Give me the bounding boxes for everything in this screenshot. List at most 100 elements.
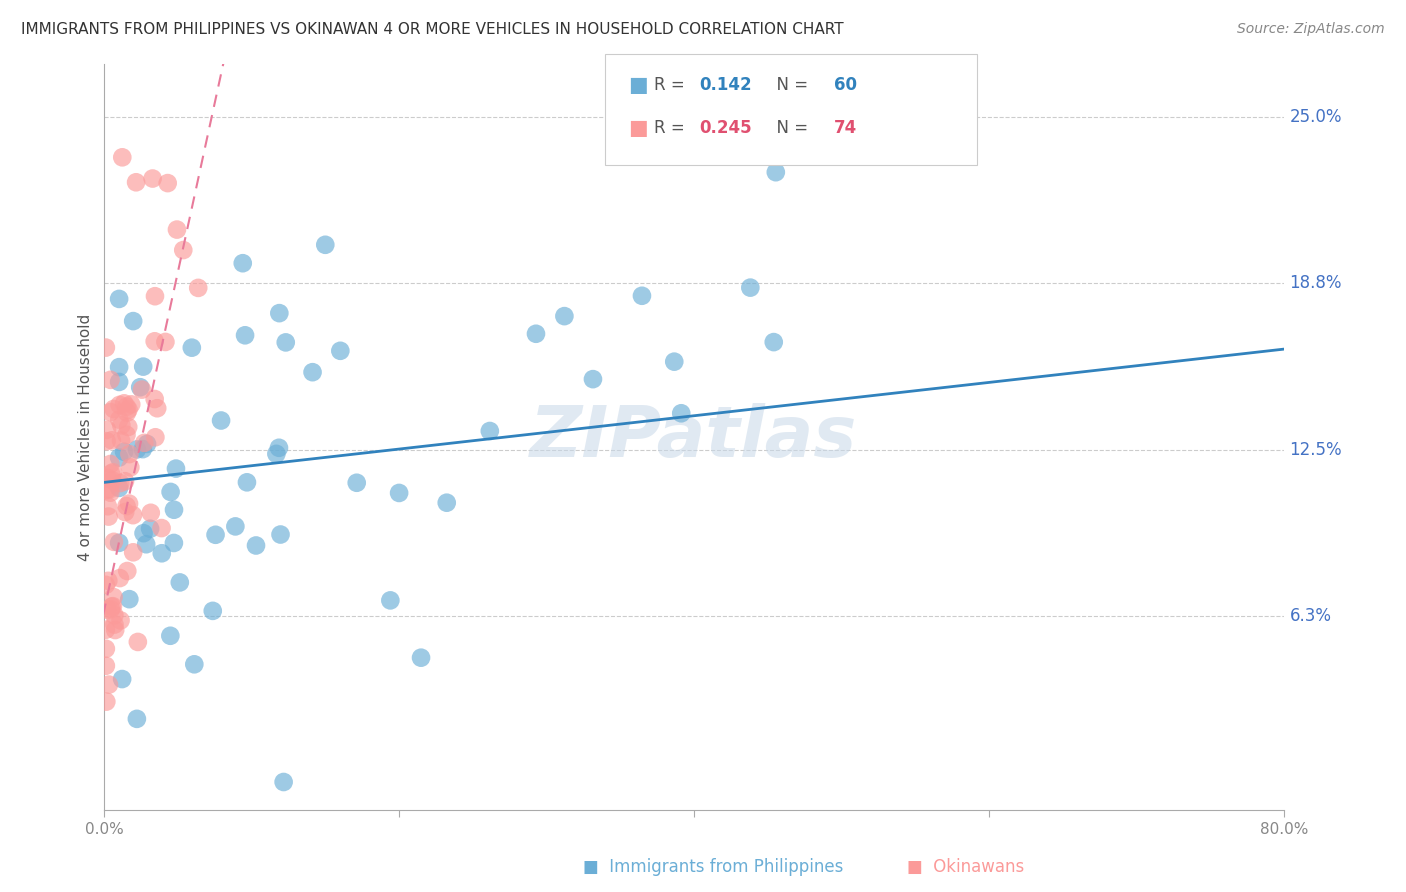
Point xyxy=(269,306,291,320)
Point xyxy=(209,413,232,427)
Point xyxy=(143,289,166,303)
Point xyxy=(97,471,120,485)
Point xyxy=(125,712,148,726)
Point xyxy=(233,328,256,343)
Point xyxy=(122,314,145,328)
Point xyxy=(135,537,157,551)
Text: ■: ■ xyxy=(628,75,648,95)
Point xyxy=(96,695,118,709)
Text: R =: R = xyxy=(654,119,690,136)
Point xyxy=(236,475,259,490)
Point xyxy=(187,281,209,295)
Point xyxy=(671,406,693,420)
Point xyxy=(108,398,131,412)
Point xyxy=(346,475,368,490)
Point xyxy=(108,292,131,306)
Point xyxy=(582,372,605,386)
Point xyxy=(103,590,125,604)
Point xyxy=(136,437,159,451)
Point xyxy=(274,335,297,350)
Point xyxy=(94,641,117,656)
Point xyxy=(165,461,187,475)
Point xyxy=(553,309,575,323)
Point xyxy=(163,536,186,550)
Point xyxy=(94,658,117,673)
Point xyxy=(125,175,148,189)
Point xyxy=(740,280,762,294)
Point xyxy=(97,678,120,692)
Point xyxy=(98,482,121,496)
Point xyxy=(266,447,288,461)
Point xyxy=(114,505,136,519)
Point xyxy=(101,599,124,614)
Point xyxy=(100,457,122,471)
Point xyxy=(143,334,166,349)
Point xyxy=(664,354,686,368)
Point xyxy=(108,360,131,375)
Point xyxy=(120,397,142,411)
Point xyxy=(180,341,202,355)
Point xyxy=(101,434,124,448)
Point xyxy=(159,629,181,643)
Point xyxy=(301,365,323,379)
Point xyxy=(139,522,162,536)
Text: ■: ■ xyxy=(628,118,648,137)
Point xyxy=(112,396,135,410)
Point xyxy=(146,401,169,416)
Point xyxy=(100,602,122,616)
Point xyxy=(112,444,135,458)
Point xyxy=(172,243,194,257)
Point xyxy=(97,574,120,588)
Point xyxy=(103,608,125,623)
Point xyxy=(156,176,179,190)
Point xyxy=(104,623,127,637)
Point xyxy=(380,593,402,607)
Point xyxy=(201,604,224,618)
Text: 0.245: 0.245 xyxy=(699,119,751,136)
Point xyxy=(139,506,162,520)
Text: 18.8%: 18.8% xyxy=(1289,274,1343,292)
Point xyxy=(118,447,141,461)
Point xyxy=(204,528,226,542)
Point xyxy=(114,474,136,488)
Point xyxy=(183,657,205,672)
Point xyxy=(94,578,117,592)
Point xyxy=(115,427,138,442)
Point xyxy=(159,484,181,499)
Point xyxy=(100,467,122,481)
Point xyxy=(143,392,166,406)
Point xyxy=(118,592,141,607)
Point xyxy=(125,442,148,457)
Point xyxy=(127,635,149,649)
Point xyxy=(314,237,336,252)
Point xyxy=(100,373,122,387)
Point xyxy=(166,222,188,236)
Point xyxy=(108,571,131,585)
Point xyxy=(132,442,155,457)
Text: 25.0%: 25.0% xyxy=(1289,108,1343,127)
Point xyxy=(111,672,134,686)
Text: 74: 74 xyxy=(834,119,858,136)
Text: N =: N = xyxy=(766,119,814,136)
Point xyxy=(388,486,411,500)
Point xyxy=(132,359,155,374)
Point xyxy=(150,546,173,560)
Point xyxy=(224,519,246,533)
Point xyxy=(765,165,787,179)
Point xyxy=(409,650,432,665)
Point xyxy=(131,383,153,397)
Point xyxy=(96,423,118,437)
Point xyxy=(150,521,173,535)
Text: Source: ZipAtlas.com: Source: ZipAtlas.com xyxy=(1237,22,1385,37)
Point xyxy=(329,343,352,358)
Point xyxy=(103,534,125,549)
Y-axis label: 4 or more Vehicles in Household: 4 or more Vehicles in Household xyxy=(79,313,93,561)
Point xyxy=(103,401,125,416)
Point xyxy=(118,497,141,511)
Point xyxy=(108,536,131,550)
Point xyxy=(122,508,145,523)
Point xyxy=(120,460,142,475)
Point xyxy=(169,575,191,590)
Point xyxy=(129,380,152,394)
Text: IMMIGRANTS FROM PHILIPPINES VS OKINAWAN 4 OR MORE VEHICLES IN HOUSEHOLD CORRELAT: IMMIGRANTS FROM PHILIPPINES VS OKINAWAN … xyxy=(21,22,844,37)
